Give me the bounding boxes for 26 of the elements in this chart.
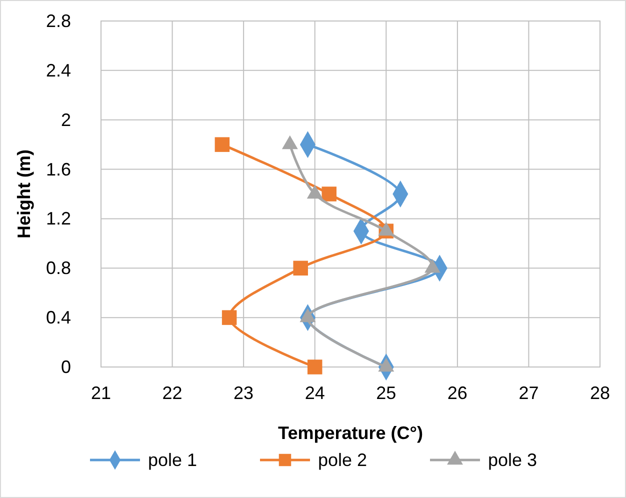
y-axis-title: Height (m): [14, 150, 34, 238]
y-tick-label: 0.8: [46, 258, 71, 278]
legend-label: pole 1: [148, 450, 198, 470]
x-tick-label: 25: [376, 383, 396, 403]
y-tick-label: 0.4: [46, 308, 71, 328]
x-tick-label: 24: [304, 383, 325, 403]
legend-label: pole 2: [318, 450, 368, 470]
y-tick-label: 1.2: [46, 208, 71, 229]
x-tick-label: 26: [447, 383, 468, 403]
point: [222, 310, 237, 325]
y-tick-label: 1.6: [46, 159, 71, 180]
legend-label: pole 3: [488, 450, 538, 470]
point: [214, 137, 230, 152]
x-tick-label: 21: [90, 383, 112, 403]
point: [322, 186, 336, 202]
y-tick-label: 2.8: [46, 11, 71, 31]
x-tick-label: 23: [234, 383, 254, 403]
x-axis-title: Temperature (C°): [278, 423, 423, 443]
y-tick-label: 2: [60, 110, 71, 130]
point: [307, 360, 322, 374]
point: [293, 260, 308, 276]
x-tick-label: 22: [162, 383, 182, 403]
x-tick-label: 28: [590, 383, 610, 403]
y-tick-label: 2.4: [46, 60, 71, 80]
y-tick-label: 0: [60, 357, 71, 377]
x-tick-label: 27: [518, 383, 539, 403]
